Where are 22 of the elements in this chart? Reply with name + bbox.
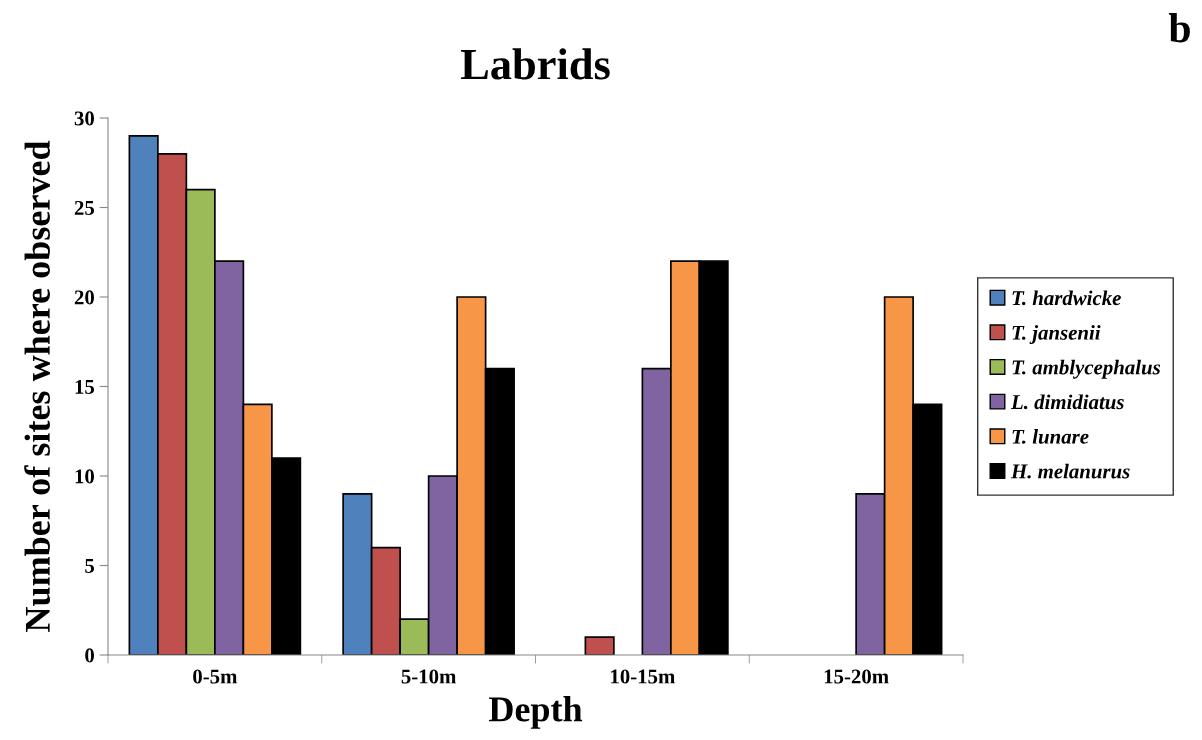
legend-label: L. dimidiatus <box>1010 394 1124 410</box>
bar <box>584 636 615 655</box>
y-tick-label: 15 <box>75 379 95 394</box>
legend-label: T. lunare <box>1012 429 1089 444</box>
x-tick-label: 15-20m <box>824 669 889 684</box>
x-axis-title: Depth <box>488 696 583 729</box>
legend-label: T. amblycephalus <box>1012 359 1161 379</box>
x-tick-label: 5-10m <box>401 669 457 684</box>
legend-label: T. hardwicke <box>1012 290 1121 306</box>
chart-title: Labrids <box>460 48 610 80</box>
y-tick-label: 30 <box>74 111 95 126</box>
y-tick-label: 5 <box>85 559 95 573</box>
y-tick-label: 0 <box>85 648 95 663</box>
legend-label: T. jansenii <box>1012 325 1101 345</box>
x-tick-label: 0-5m <box>193 669 238 684</box>
y-tick-label: 20 <box>74 290 95 305</box>
y-tick-label: 10 <box>75 469 95 484</box>
legend-label: H. melanurus <box>1010 463 1130 479</box>
text: b <box>1168 13 1190 43</box>
y-axis-title: Number of sites where observed <box>24 140 51 632</box>
y-tick-label: 25 <box>74 200 95 215</box>
x-tick-label: 10-15m <box>611 669 675 684</box>
